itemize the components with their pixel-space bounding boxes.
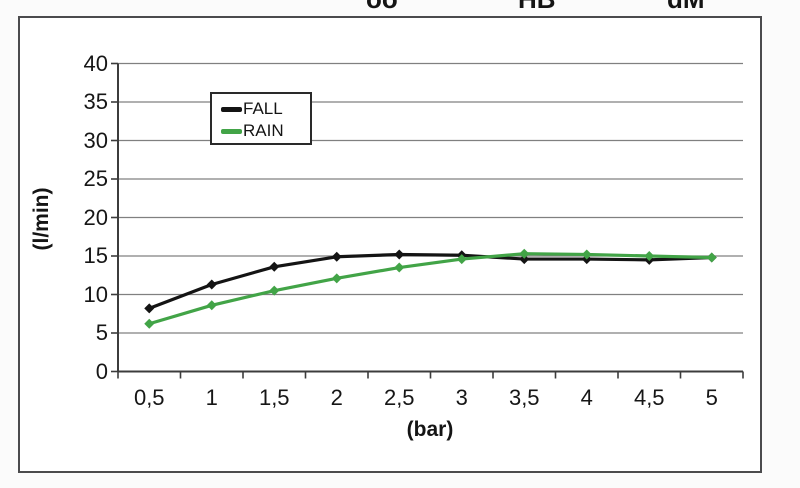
y-tick-label: 20 — [83, 204, 108, 230]
rain-marker — [394, 262, 405, 273]
rain-marker — [269, 285, 280, 296]
fall-marker — [394, 249, 405, 260]
x-axis-title: (bar) — [406, 418, 454, 441]
rain-marker — [706, 252, 717, 263]
rain-marker — [581, 249, 592, 260]
y-tick-label: 5 — [95, 320, 108, 345]
fall-marker — [144, 303, 155, 314]
x-tick-label: 3 — [455, 384, 468, 410]
rain-marker — [644, 251, 655, 261]
y-tick-label: 25 — [83, 166, 108, 191]
y-tick-label: 30 — [83, 127, 108, 153]
rain-marker — [456, 254, 467, 265]
header-fragment-1: öö — [366, 0, 398, 15]
x-tick-label: 4,5 — [633, 384, 665, 410]
fall-marker — [519, 254, 530, 265]
y-tick-label: 0 — [95, 358, 108, 384]
y-tick-label: 10 — [83, 281, 108, 307]
legend-label-rain: RAIN — [243, 121, 284, 140]
x-tick-label: 1 — [205, 384, 218, 410]
y-axis-title: (l/min) — [30, 187, 53, 251]
x-tick-label: 0,5 — [133, 384, 165, 410]
x-tick-label: 3,5 — [508, 384, 540, 410]
rain-marker — [206, 300, 217, 311]
legend-label-fall: FALL — [243, 99, 283, 118]
x-tick-label: 4 — [580, 384, 593, 410]
y-tick-label: 40 — [83, 50, 108, 76]
fall-marker — [331, 251, 342, 262]
rain-series-marker-icon — [221, 128, 242, 134]
x-tick-label: 2 — [330, 384, 343, 410]
chart-plot-area: 0 5 10 15 20 25 30 35 40 0,5 1 1,5 2 2,5 3 3,5 4 4,5 5 (b… — [20, 18, 760, 471]
y-tick-label: 35 — [83, 89, 108, 114]
rain-marker — [144, 318, 155, 329]
legend-item-fall: FALL — [221, 98, 310, 120]
y-tick-label: 15 — [83, 243, 108, 268]
legend-item-rain: RAIN — [221, 120, 310, 142]
chart-frame: 0 5 10 15 20 25 30 35 40 0,5 1 1,5 2 2,5 3 3,5 4 4,5 5 (b… — [18, 16, 762, 473]
header-fragment-2: HB — [518, 0, 556, 15]
rain-marker — [519, 248, 530, 259]
x-tick-label: 1,5 — [258, 384, 290, 410]
x-tick-label: 2,5 — [383, 384, 415, 410]
header-fragment-3: dM — [667, 0, 705, 15]
rain-marker — [331, 273, 342, 284]
x-tick-label: 5 — [705, 384, 718, 410]
legend: FALL RAIN — [210, 92, 312, 145]
fall-marker — [206, 279, 217, 290]
fall-line — [147, 252, 714, 310]
fall-series-marker-icon — [221, 106, 242, 112]
rain-line — [147, 252, 714, 326]
fall-marker — [269, 261, 280, 272]
